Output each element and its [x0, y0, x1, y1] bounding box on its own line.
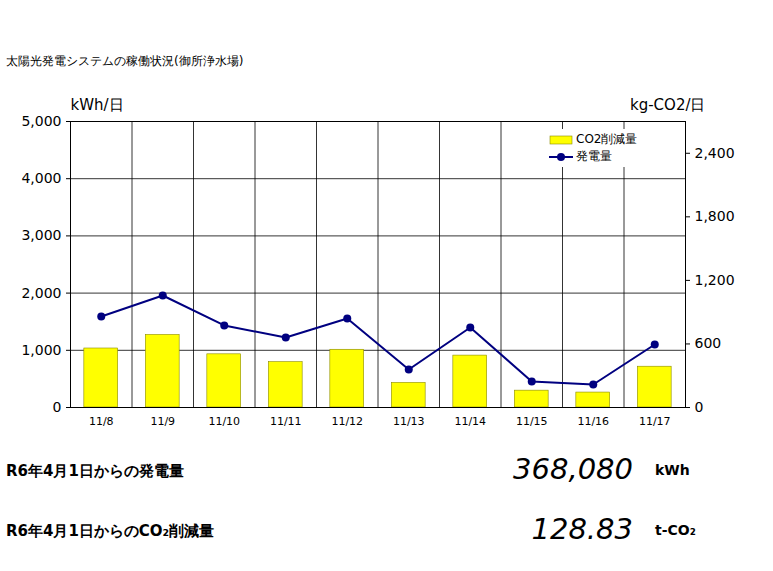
svg-text:11/13: 11/13 — [393, 415, 425, 428]
svg-text:11/8: 11/8 — [89, 415, 114, 428]
svg-text:kg-CO2/日: kg-CO2/日 — [630, 96, 706, 114]
svg-text:11/17: 11/17 — [639, 415, 671, 428]
svg-text:11/15: 11/15 — [516, 415, 548, 428]
svg-text:11/12: 11/12 — [331, 415, 363, 428]
svg-text:11/14: 11/14 — [454, 415, 486, 428]
html-text:太陽光発電システムの稼働状況(御所浄水場): 太陽光発電システムの稼働状況(御所浄水場) — [6, 54, 244, 68]
svg-text:0: 0 — [53, 399, 62, 415]
html-text:R6年4月1日からのCO₂削減量: R6年4月1日からのCO₂削減量 — [6, 522, 215, 540]
svg-text:kWh/日: kWh/日 — [71, 96, 124, 114]
svg-text:4,000: 4,000 — [21, 170, 61, 186]
svg-text:1,000: 1,000 — [21, 342, 61, 358]
svg-text:0: 0 — [695, 399, 704, 415]
svg-text:1,800: 1,800 — [695, 208, 735, 224]
svg-text:11/10: 11/10 — [208, 415, 240, 428]
html-text:CO2削減量: CO2削減量 — [576, 132, 638, 146]
svg-text:1,200: 1,200 — [695, 272, 735, 288]
svg-text:3,000: 3,000 — [21, 227, 61, 243]
html-text:発電量: 発電量 — [576, 149, 612, 163]
svg-text:2,400: 2,400 — [695, 145, 735, 161]
svg-text:11/16: 11/16 — [577, 415, 609, 428]
svg-text:600: 600 — [695, 335, 722, 351]
svg-text:5,000: 5,000 — [21, 113, 61, 129]
svg-text:2,000: 2,000 — [21, 285, 61, 301]
html-text:128.83: 128.83 — [531, 512, 633, 546]
html-text:kWh: kWh — [655, 462, 690, 478]
html-text:t-CO₂: t-CO₂ — [655, 522, 696, 538]
svg-text:11/9: 11/9 — [150, 415, 175, 428]
svg-text:11/11: 11/11 — [270, 415, 302, 428]
html-text:368,080: 368,080 — [513, 452, 633, 486]
html-text:R6年4月1日からの発電量: R6年4月1日からの発電量 — [6, 462, 184, 480]
